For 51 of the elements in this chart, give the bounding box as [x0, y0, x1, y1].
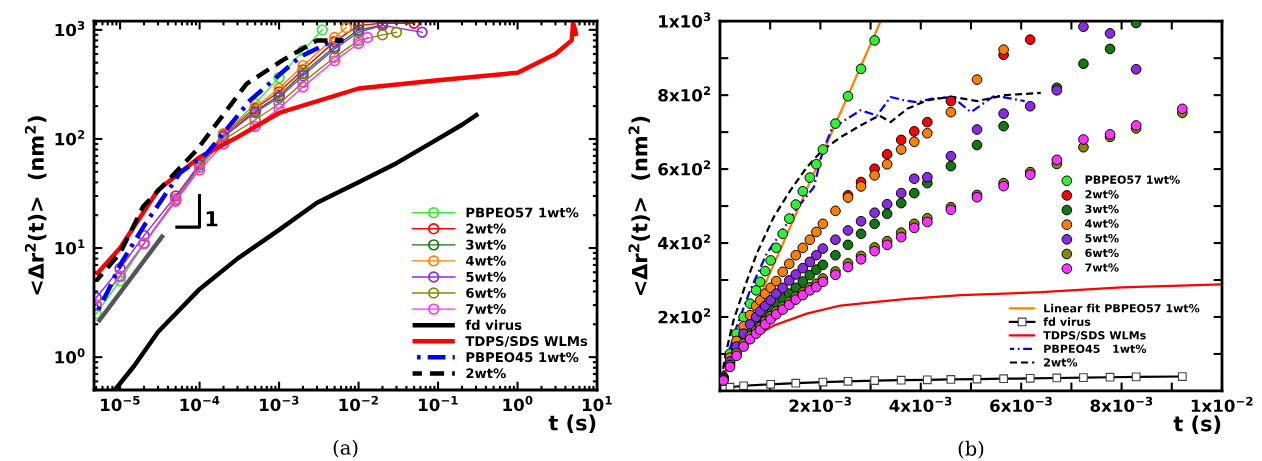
legend-label: 7wt%: [466, 303, 506, 314]
legend-label: 2wt%: [466, 223, 506, 234]
x-axis-title: t (s): [1173, 415, 1221, 434]
y-axis-title: <Δr$^{2}$(t)> (nm$^{2}$): [24, 116, 47, 295]
x-tick-label: 10$^{1}$: [582, 396, 612, 412]
legend-label: 4wt%: [465, 255, 506, 266]
legend-label: 7wt%: [1085, 263, 1119, 272]
legend-label: 6wt%: [466, 287, 506, 298]
legend-label: 6wt%: [1085, 248, 1119, 258]
annotation: 1: [206, 211, 218, 227]
x-tick-label: 10$^{−1}$: [419, 396, 458, 412]
y-tick-label: 10$^{1}$: [55, 239, 85, 255]
legend-label: 2wt%: [1044, 358, 1078, 367]
y-tick-label: 8x10$^{2}$: [658, 86, 711, 102]
legend-label: fd virus: [465, 319, 522, 331]
legend-label: PBPEO45 1wt%: [1044, 344, 1147, 354]
x-tick-label: 10$^{0}$: [503, 395, 533, 412]
y-tick-label: 4x10$^{2}$: [658, 234, 711, 250]
legend-label: 2wt%: [1085, 190, 1119, 199]
y-tick-label: 6x10$^{2}$: [658, 160, 711, 176]
x-tick-label: 8x10$^{−3}$: [1090, 396, 1153, 413]
legend-label: PBPEO45 1wt%: [466, 352, 579, 363]
legend-label: TDPS/SDS WLMs: [1043, 331, 1146, 341]
legend-label: 5wt%: [1085, 234, 1119, 243]
legend-label: 2wt%: [466, 368, 506, 379]
x-tick-label: 10$^{−2}$: [339, 395, 378, 412]
x-tick-label: 2x10$^{−3}$: [789, 396, 851, 413]
x-tick-label: 10$^{−5}$: [101, 396, 140, 412]
text: (a): [333, 439, 358, 458]
x-tick-label: 1x10$^{−2}$: [1191, 396, 1253, 413]
legend-label: 3wt%: [1085, 204, 1119, 214]
y-tick-label: 2x10$^{2}$: [658, 308, 711, 324]
y-tick-label: 10$^{3}$: [55, 21, 85, 37]
y-tick-label: 1x10$^{3}$: [659, 12, 711, 28]
x-tick-label: 6x10$^{−3}$: [990, 396, 1052, 413]
legend-label: 3wt%: [466, 239, 506, 250]
y-tick-label: 10$^{2}$: [55, 130, 85, 146]
x-tick-label: 10$^{−4}$: [180, 396, 220, 412]
legend-label: PBPEO57 1wt%: [466, 207, 579, 218]
legend-label: TDPS/SDS WLMs: [465, 336, 588, 348]
legend-label: 4wt%: [1085, 219, 1119, 228]
legend-label: PBPEO57 1wt%: [1085, 175, 1180, 184]
legend-label: fd virus: [1043, 317, 1091, 326]
y-tick-label: 10$^{0}$: [55, 348, 85, 364]
x-tick-label: 10$^{−3}$: [260, 395, 299, 412]
y-axis-title: <Δr$^{2}$(t)> (nm$^{2}$): [628, 116, 650, 296]
legend-label: 5wt%: [466, 271, 506, 282]
x-axis-title: t (s): [548, 414, 596, 434]
x-tick-label: 4x10$^{−3}$: [889, 396, 952, 413]
text: (b): [958, 440, 984, 459]
legend-label: Linear fit PBPEO57 1wt%: [1044, 303, 1200, 313]
